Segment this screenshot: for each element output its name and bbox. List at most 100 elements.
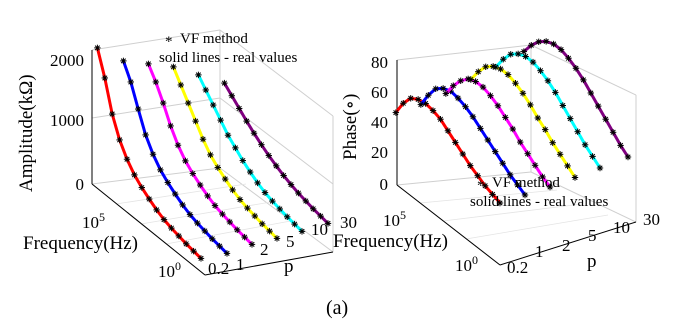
amplitude-vf-point-p10-11 <box>217 116 224 124</box>
amplitude-vf-point-p30-11 <box>243 117 250 125</box>
phase-frequency-label: Frequency(Hz) <box>333 231 448 252</box>
amplitude-vf-point-p5-7 <box>222 175 229 183</box>
amplitude-vf-point-p30-1 <box>317 212 324 220</box>
amplitude-vf-point-p1-12 <box>135 105 142 113</box>
amplitude-vf-point-p10-6 <box>254 179 261 187</box>
amplitude-vf-point-p0.2-11 <box>116 136 123 144</box>
amplitude-vf-point-p1-7 <box>172 190 179 198</box>
amplitude-vf-point-p10-14 <box>195 71 202 79</box>
amplitude-vf-point-p0.2-3 <box>175 232 182 240</box>
phase-vf-point-p0.2-4 <box>467 162 474 169</box>
phase-vf-point-p30-6 <box>580 76 587 84</box>
phase-vf-point-p5-12 <box>482 63 489 70</box>
phase-series-group <box>392 38 632 207</box>
amplitude-vf-point-p5-3 <box>251 212 258 220</box>
phase-vf-point-p5-3 <box>549 139 556 146</box>
amplitude-vf-point-p10-8 <box>239 157 246 164</box>
amplitude-panel: 2000 1000 0 Amplitude(kΩ) 105 100 Freque… <box>16 29 357 281</box>
phase-vf-point-p30-2 <box>609 129 617 136</box>
amplitude-vf-point-p5-6 <box>229 186 236 194</box>
phase-vf-point-p5-5 <box>534 114 541 122</box>
amplitude-axis-label: Amplitude(kΩ) <box>16 74 37 192</box>
amplitude-freq-ticks: 105 100 <box>82 210 181 281</box>
phase-series-line-p10 <box>494 52 602 170</box>
phase-p-tick-5: 5 <box>588 226 597 245</box>
amplitude-vf-point-p2-7 <box>197 181 204 189</box>
phase-vf-point-p0.2-14 <box>392 109 400 116</box>
phase-vf-point-p10-12 <box>507 51 514 58</box>
phase-vf-point-p0.2-11 <box>414 96 422 103</box>
phase-vf-point-p1-5 <box>484 136 491 144</box>
amplitude-vf-point-p1-3 <box>201 227 208 235</box>
amp-z-tick-2000: 2000 <box>50 51 84 70</box>
amp-legend-marker: * <box>165 34 173 50</box>
phase-vf-point-p1-6 <box>477 125 484 132</box>
amplitude-vf-point-p10-4 <box>269 197 276 205</box>
amplitude-vf-point-p0.2-10 <box>123 156 131 163</box>
amplitude-vf-point-p5-5 <box>236 196 244 203</box>
phase-vf-point-p30-11 <box>542 38 550 45</box>
phase-vf-point-p30-3 <box>602 116 609 123</box>
amplitude-vf-point-p0.2-0 <box>197 255 205 262</box>
phase-vf-point-p5-10 <box>497 65 504 73</box>
amplitude-z-ticks: 2000 1000 0 <box>50 51 84 194</box>
amplitude-vf-point-p5-4 <box>244 204 251 212</box>
amplitude-vf-point-p30-7 <box>273 162 280 170</box>
amplitude-vf-point-p0.2-4 <box>168 224 175 232</box>
amplitude-vf-point-p2-2 <box>234 226 241 234</box>
phase-vf-point-p0.2-7 <box>444 127 452 134</box>
phase-vf-point-p5-13 <box>475 68 482 75</box>
amp-freq-tick-1e5: 105 <box>82 210 105 232</box>
phase-vf-point-p5-4 <box>542 126 549 133</box>
phase-vf-point-p1-12 <box>432 85 439 92</box>
phase-z-tick-20: 20 <box>371 143 388 162</box>
amplitude-vf-point-p2-8 <box>189 170 196 177</box>
phase-vf-point-p1-1 <box>514 181 521 189</box>
amplitude-vf-point-p10-5 <box>261 189 269 196</box>
phase-p-tick-0.2: 0.2 <box>507 258 528 277</box>
phase-vf-point-p2-10 <box>472 78 479 85</box>
phase-series-line-p5 <box>469 64 577 179</box>
amplitude-vf-point-p0.2-7 <box>146 195 153 203</box>
phase-vf-point-p30-4 <box>595 102 602 110</box>
phase-vf-point-p2-3 <box>524 150 531 157</box>
amp-p-tick-5: 5 <box>286 232 295 251</box>
amplitude-vf-point-p1-1 <box>216 242 223 250</box>
amp-legend-entry-vf: VF method <box>180 31 248 47</box>
phase-vf-point-p2-4 <box>517 138 524 146</box>
phase-vf-point-p10-5 <box>559 102 566 109</box>
phase-vf-point-p0.2-0 <box>496 199 504 207</box>
phase-vf-point-p2-1 <box>539 173 546 181</box>
amplitude-vf-point-p5-0 <box>273 235 281 242</box>
phase-vf-point-p2-14 <box>442 90 450 97</box>
amplitude-vf-point-p30-10 <box>250 130 258 137</box>
amp-p-tick-0.2: 0.2 <box>208 259 229 278</box>
amplitude-vf-point-p0.2-9 <box>131 171 138 179</box>
phase-vf-point-p5-8 <box>512 80 519 87</box>
phase-freq-tick-1e5: 105 <box>383 208 406 230</box>
amplitude-series-group <box>94 44 332 262</box>
amplitude-vf-point-p0.2-6 <box>153 206 160 214</box>
amplitude-vf-point-p0.2-13 <box>101 74 108 82</box>
amplitude-vf-point-p5-8 <box>214 164 221 171</box>
amp-z-tick-0: 0 <box>76 175 85 194</box>
phase-p-label: p <box>587 251 597 272</box>
phase-z-tick-40: 40 <box>371 113 388 132</box>
phase-vf-point-p10-11 <box>514 50 522 58</box>
amplitude-vf-point-p30-4 <box>295 189 302 197</box>
amplitude-vf-point-p2-3 <box>226 218 233 226</box>
phase-series-line-p30 <box>522 39 630 159</box>
phase-vf-point-p0.2-9 <box>429 107 437 114</box>
amplitude-vf-point-p10-13 <box>202 86 209 94</box>
phase-p-tick-1: 1 <box>535 242 544 261</box>
phase-axis-lines <box>396 60 637 266</box>
amp-legend-entry-real: solid lines - real values <box>159 50 297 66</box>
amplitude-vf-point-p10-10 <box>224 132 232 139</box>
phase-vf-point-p1-14 <box>417 101 425 108</box>
amplitude-vf-point-p1-8 <box>164 179 171 186</box>
amplitude-vf-point-p0.2-14 <box>94 44 101 52</box>
phase-vf-point-p0.2-8 <box>437 116 444 123</box>
phase-vf-point-p5-14 <box>467 76 475 83</box>
phase-vf-point-p10-0 <box>596 164 604 172</box>
